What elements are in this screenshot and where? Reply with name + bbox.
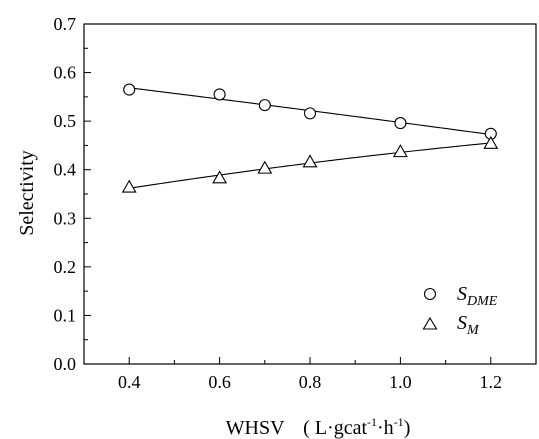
y-axis-title: Selectivity [16, 150, 38, 236]
data-point-s-m [257, 160, 273, 174]
x-tick-label: 0.8 [299, 372, 322, 392]
x-axis-title-unit-mid: ·h [377, 417, 394, 439]
data-point-s-dme [303, 107, 317, 120]
y-tick-label: 0.7 [54, 14, 77, 34]
y-tick-label: 0.3 [54, 208, 77, 228]
x-tick-label: 0.6 [208, 372, 231, 392]
data-point-s-m [392, 144, 408, 158]
data-point-s-m [483, 135, 499, 149]
data-point-s-m [121, 179, 137, 193]
legend-entry-s-m: SM [422, 312, 480, 338]
plot-axes [83, 23, 537, 365]
x-axis-title-unit-exp2: -1 [394, 415, 404, 429]
data-point-s-dme [394, 117, 407, 130]
x-axis-title: WHSV ( L·gcat-1·h-1) [226, 415, 411, 439]
x-tick-label: 1.2 [480, 372, 503, 392]
data-point-s-dme [123, 83, 136, 96]
x-axis-title-main: WHSV [226, 417, 285, 439]
x-axis-title-unit-exp1: -1 [367, 415, 377, 429]
y-tick-label: 0.2 [54, 257, 77, 277]
plot-frame [83, 23, 537, 365]
legend-entry-s-dme: SDME [423, 283, 498, 309]
data-point-s-m [302, 154, 318, 168]
y-tick-label: 0.5 [54, 111, 77, 131]
legend-marker-triangle [422, 316, 438, 330]
axis-ticks: 0.4 0.6 0.8 1.0 1.2 0.0 0.1 0.2 0.3 0.4 0.5 0.6 0.7 [54, 14, 537, 392]
x-tick-label: 1.0 [389, 372, 412, 392]
data-markers [121, 83, 499, 193]
legend-label-s-m-main: S [457, 312, 467, 334]
legend: SDME SM [422, 283, 498, 338]
y-tick-label: 0.0 [54, 354, 77, 374]
legend-label-s-dme: SDME [457, 283, 498, 309]
legend-label-s-m-sub: M [466, 323, 480, 338]
data-point-s-dme [258, 99, 271, 112]
x-axis-title-unit-open: ( L·gcat [303, 417, 367, 439]
legend-label-s-dme-sub: DME [466, 294, 498, 309]
legend-label-s-dme-main: S [457, 283, 467, 305]
legend-label-s-m: SM [457, 312, 480, 338]
fit-curves [129, 87, 491, 189]
x-axis-title-unit-close: ) [404, 417, 411, 439]
data-point-s-dme [213, 88, 226, 101]
y-tick-label: 0.6 [54, 63, 77, 83]
y-tick-label: 0.1 [54, 305, 77, 325]
y-tick-label: 0.4 [54, 160, 77, 180]
data-point-s-m [212, 170, 228, 184]
x-tick-label: 0.4 [118, 372, 141, 392]
legend-marker-circle [423, 287, 437, 301]
